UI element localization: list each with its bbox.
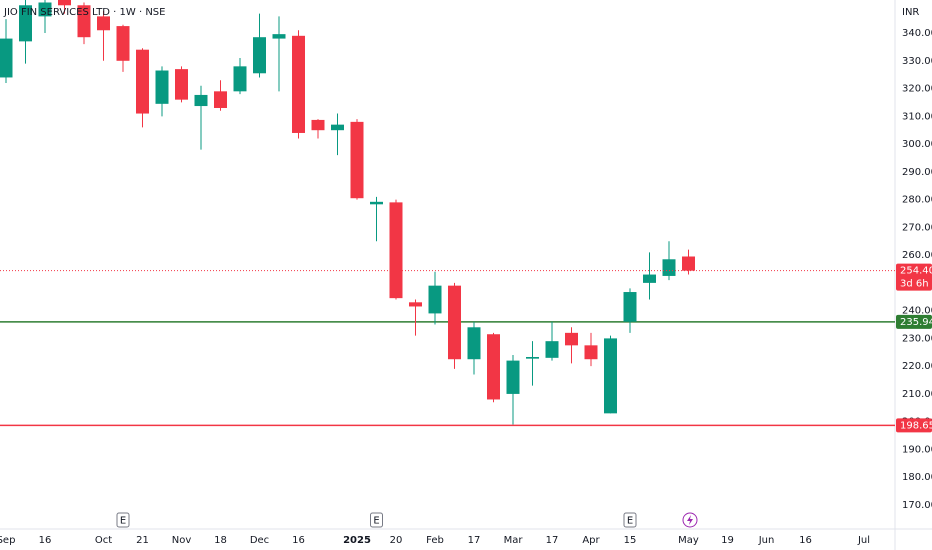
candle-body <box>662 259 676 276</box>
candle-body <box>643 274 656 283</box>
x-tick-label: Nov <box>172 535 192 546</box>
candle-body <box>331 124 344 131</box>
y-tick-label: 320.00 <box>902 84 932 95</box>
x-tick-label: Feb <box>426 535 444 546</box>
x-tick-label: Sep <box>0 535 15 546</box>
news-icon[interactable] <box>682 512 698 528</box>
x-tick-label: Jul <box>857 535 870 546</box>
candle-body <box>175 69 188 100</box>
candle-body <box>19 5 32 42</box>
last-price-tag <box>896 263 932 291</box>
candle-body <box>214 91 227 108</box>
x-tick-label: 2025 <box>343 535 371 546</box>
candle-body <box>311 119 325 131</box>
event-label: E <box>373 516 379 527</box>
event-marker <box>370 512 383 528</box>
candle-body <box>116 26 130 61</box>
candle-body <box>253 37 266 74</box>
chart-title: JIO FIN SERVICES LTD · 1W · NSE <box>3 7 165 18</box>
price-tag-label: 235.94 <box>900 317 932 328</box>
event-label: E <box>627 516 633 527</box>
x-tick-label: 20 <box>390 535 403 546</box>
x-tick-label: Mar <box>504 535 524 546</box>
y-tick-label: 180.00 <box>902 472 932 483</box>
x-tick-label: 16 <box>799 535 812 546</box>
last-price-label: 254.40 <box>900 266 932 277</box>
candle-body <box>136 49 149 114</box>
y-tick-label: 300.00 <box>902 139 932 150</box>
event-marker <box>623 512 637 528</box>
x-tick-label: May <box>678 535 699 546</box>
candle-body <box>233 66 247 92</box>
x-tick-label: 21 <box>136 535 149 546</box>
y-tick-label: 260.00 <box>902 250 932 261</box>
candle-body <box>389 202 403 299</box>
candle-body <box>526 356 539 359</box>
y-tick-label: 280.00 <box>902 195 932 206</box>
y-tick-label: 340.00 <box>902 28 932 39</box>
currency: INR <box>902 7 919 18</box>
candle-body <box>0 38 13 78</box>
x-tick-label: Dec <box>250 535 269 546</box>
candle-body <box>77 5 91 38</box>
candle-body <box>487 334 500 400</box>
event-label: E <box>120 516 126 527</box>
x-tick-label: 18 <box>214 535 227 546</box>
candle-body <box>194 94 208 107</box>
candle-body <box>155 70 169 104</box>
candle-body <box>97 16 110 31</box>
price-tag <box>896 314 932 329</box>
candle-body <box>467 327 481 360</box>
x-tick-label: Jun <box>758 535 775 546</box>
candle-body <box>682 256 695 271</box>
x-tick-label: Oct <box>95 535 112 546</box>
candle-body <box>272 34 286 39</box>
price-tag <box>896 418 932 433</box>
candle-body <box>38 2 52 17</box>
price-tag-label: 198.65 <box>900 420 932 431</box>
candle-body <box>584 345 598 360</box>
candle-body <box>292 35 305 133</box>
candle-body <box>623 292 637 322</box>
x-tick-label: Apr <box>582 535 600 546</box>
candle-body <box>604 338 617 414</box>
news-icon-bolt <box>687 515 693 525</box>
candle-body <box>448 285 461 360</box>
y-tick-label: 210.00 <box>902 389 932 400</box>
y-tick-label: 290.00 <box>902 167 932 178</box>
event-marker <box>116 512 130 528</box>
y-tick-label: 230.00 <box>902 333 932 344</box>
candle-body <box>428 285 442 314</box>
candle-body <box>370 201 383 205</box>
y-tick-label: 170.00 <box>902 500 932 511</box>
x-tick-label: 17 <box>468 535 481 546</box>
candle-body <box>565 332 578 346</box>
candle-body <box>350 121 364 199</box>
x-tick-label: 19 <box>721 535 734 546</box>
x-tick-label: 15 <box>624 535 637 546</box>
candle-body <box>545 341 559 358</box>
y-tick-label: 270.00 <box>902 222 932 233</box>
y-tick-label: 240.00 <box>902 306 932 317</box>
x-tick-label: 17 <box>546 535 559 546</box>
candle-body <box>506 360 520 394</box>
x-tick-label: 16 <box>39 535 52 546</box>
y-tick-label: 330.00 <box>902 56 932 67</box>
candle-body <box>58 0 71 6</box>
y-tick-label: 190.00 <box>902 444 932 455</box>
x-tick-label: 16 <box>292 535 305 546</box>
countdown-label: 3d 6h <box>900 279 929 290</box>
y-tick-label: 220.00 <box>902 361 932 372</box>
candle-body <box>409 302 422 307</box>
y-tick-label: 310.00 <box>902 111 932 122</box>
